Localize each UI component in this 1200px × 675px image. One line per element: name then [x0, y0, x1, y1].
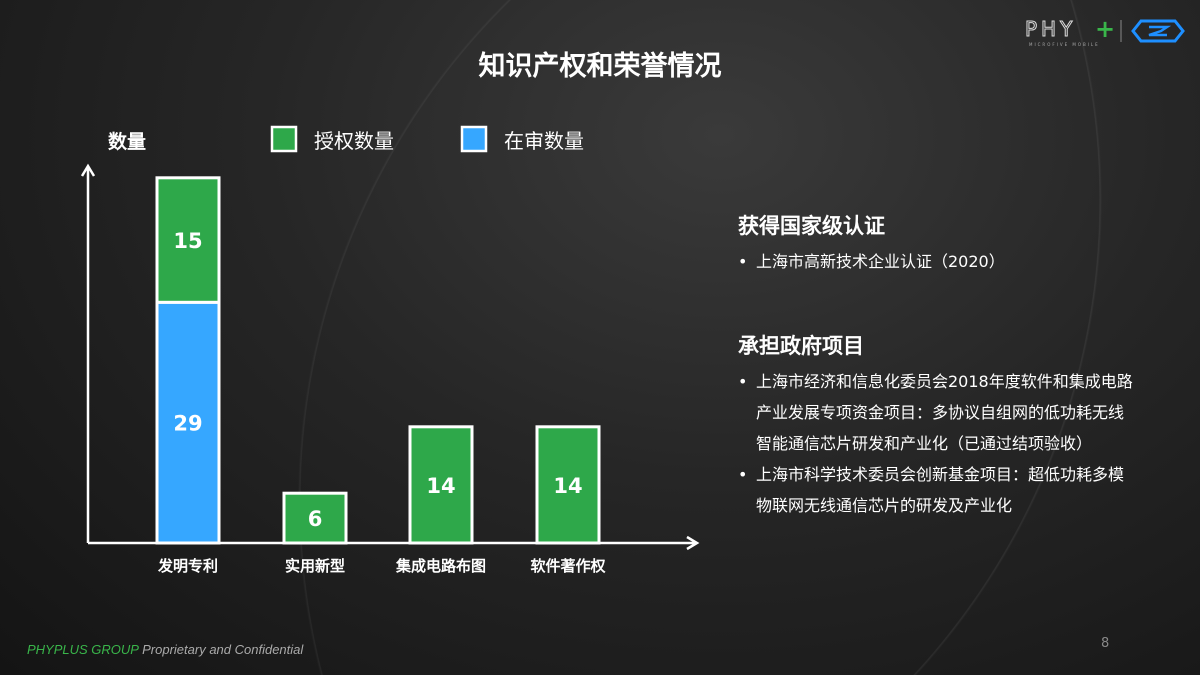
bar-granted [535, 425, 601, 545]
list-item: 上海市高新技术企业认证（2020） [738, 246, 1138, 277]
x-tick-label: 发明专利 [157, 557, 218, 575]
svg-text:MICROFIVE MOBILE: MICROFIVE MOBILE [1029, 42, 1100, 47]
page-number: 8 [1101, 636, 1110, 651]
data-label: 14 [426, 474, 455, 498]
data-label: 14 [553, 474, 582, 498]
company-logo: PHY + MICROFIVE MOBILE [1025, 16, 1185, 47]
section-heading: 获得国家级认证 [738, 214, 885, 238]
data-label: 29 [173, 412, 202, 436]
footer-note: Proprietary and Confidential [142, 642, 304, 657]
page-title: 知识产权和荣誉情况 [478, 51, 722, 82]
legend-label: 授权数量 [314, 129, 394, 153]
bar-granted [155, 176, 221, 304]
y-axis [80, 163, 96, 543]
svg-text:PHY: PHY [1025, 17, 1076, 41]
footer-company: PHYPLUS GROUP [27, 642, 139, 657]
bar-granted [408, 425, 474, 545]
bar-chart: 数量 29 15 6 14 14 发明专利 实用新型 集成电路布图 软件著作权 授权数量 在审数… [80, 125, 606, 575]
y-axis-label: 数量 [108, 130, 146, 153]
bar-granted [282, 491, 348, 545]
x-tick-label: 实用新型 [285, 557, 345, 575]
section-certification: 获得国家级认证 上海市高新技术企业认证（2020） [738, 210, 1138, 277]
legend-swatch [460, 125, 488, 153]
data-label: 15 [173, 229, 202, 253]
svg-text:+: + [1095, 16, 1115, 43]
data-label: 6 [308, 507, 323, 531]
legend-label: 在审数量 [504, 129, 584, 153]
x-tick-label: 软件著作权 [530, 557, 606, 575]
section-heading: 承担政府项目 [738, 334, 864, 358]
legend-swatch [270, 125, 298, 153]
footer: PHYPLUS GROUP Proprietary and Confidenti… [27, 642, 303, 657]
list-item: 上海市科学技术委员会创新基金项目：超低功耗多模物联网无线通信芯片的研发及产业化 [738, 459, 1138, 521]
x-tick-label: 集成电路布图 [395, 557, 486, 575]
section-gov-projects: 承担政府项目 上海市经济和信息化委员会2018年度软件和集成电路产业发展专项资金… [738, 330, 1138, 521]
list-item: 上海市经济和信息化委员会2018年度软件和集成电路产业发展专项资金项目：多协议自… [738, 366, 1138, 459]
